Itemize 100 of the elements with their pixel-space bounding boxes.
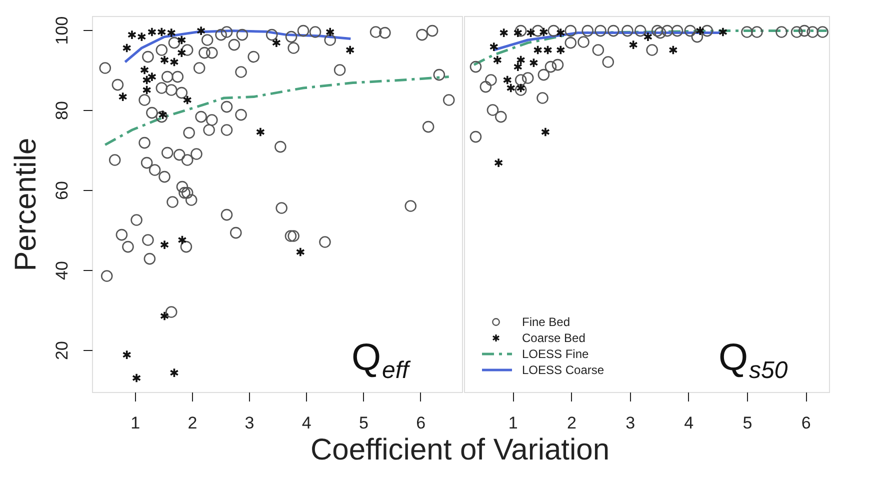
point bbox=[514, 24, 527, 37]
point bbox=[513, 28, 522, 38]
point bbox=[122, 350, 132, 360]
point bbox=[486, 104, 499, 116]
y-axis-title: Percentile bbox=[10, 138, 42, 272]
point bbox=[177, 34, 186, 46]
x-tick-label: 5 bbox=[358, 414, 368, 432]
point bbox=[552, 58, 564, 71]
point bbox=[651, 24, 664, 37]
point bbox=[628, 40, 638, 50]
point bbox=[564, 24, 577, 37]
point bbox=[485, 74, 497, 86]
point bbox=[529, 58, 538, 68]
point bbox=[514, 74, 527, 86]
point bbox=[602, 56, 614, 68]
point bbox=[326, 26, 335, 38]
point bbox=[470, 60, 482, 73]
point bbox=[536, 92, 548, 104]
point bbox=[158, 110, 168, 120]
point bbox=[142, 84, 152, 96]
point bbox=[499, 28, 508, 38]
y-tick-label: 80 bbox=[52, 101, 72, 120]
x-tick-label: 3 bbox=[626, 414, 636, 432]
point bbox=[592, 44, 604, 56]
y-tick-label: 40 bbox=[52, 261, 72, 280]
point bbox=[654, 26, 666, 39]
point bbox=[494, 158, 504, 168]
point bbox=[492, 54, 502, 66]
point bbox=[816, 26, 828, 38]
point bbox=[540, 126, 550, 138]
legend-label: LOESS Coarse bbox=[522, 363, 604, 377]
point bbox=[643, 32, 653, 42]
point bbox=[532, 24, 544, 37]
point bbox=[506, 82, 516, 94]
point bbox=[296, 246, 305, 258]
point bbox=[489, 42, 498, 52]
x-tick-label: 3 bbox=[244, 414, 254, 432]
point bbox=[718, 26, 728, 38]
point bbox=[564, 36, 577, 49]
x-tick-label: 5 bbox=[742, 414, 752, 432]
point bbox=[522, 72, 534, 84]
point bbox=[646, 44, 658, 56]
point bbox=[539, 26, 548, 38]
point bbox=[806, 26, 818, 38]
legend-label: Fine Bed bbox=[522, 315, 570, 329]
point bbox=[578, 36, 590, 48]
point bbox=[513, 62, 522, 72]
x-tick-label: 4 bbox=[684, 414, 694, 432]
point bbox=[526, 28, 536, 38]
point bbox=[272, 38, 281, 48]
point bbox=[147, 26, 156, 38]
point bbox=[701, 24, 714, 37]
point bbox=[160, 310, 170, 322]
point bbox=[495, 110, 507, 123]
x-tick-label: 1 bbox=[130, 414, 140, 432]
point bbox=[470, 130, 482, 143]
x-tick-label: 6 bbox=[801, 414, 811, 432]
point bbox=[582, 24, 594, 37]
point bbox=[622, 24, 634, 37]
point bbox=[751, 26, 763, 38]
point bbox=[514, 84, 527, 96]
point bbox=[538, 68, 550, 81]
point bbox=[691, 30, 704, 43]
point bbox=[118, 92, 128, 102]
point bbox=[668, 44, 678, 56]
point bbox=[502, 74, 512, 86]
point bbox=[516, 82, 526, 94]
point bbox=[671, 24, 684, 37]
point bbox=[178, 234, 187, 246]
point bbox=[160, 240, 170, 250]
point bbox=[533, 44, 542, 56]
point bbox=[196, 26, 206, 36]
point bbox=[634, 24, 646, 37]
point bbox=[170, 56, 179, 68]
x-tick-label: 1 bbox=[508, 414, 518, 432]
y-tick-label: 20 bbox=[52, 341, 72, 360]
point bbox=[544, 60, 557, 73]
x-tick-label: 2 bbox=[566, 414, 576, 432]
point bbox=[543, 44, 552, 56]
point bbox=[182, 94, 192, 106]
point bbox=[256, 126, 265, 138]
point bbox=[170, 368, 179, 378]
line-series bbox=[104, 76, 450, 146]
x-tick-label: 4 bbox=[302, 414, 312, 432]
x-axis-title: Coefficient of Variation bbox=[310, 434, 610, 466]
point bbox=[516, 54, 526, 66]
point bbox=[684, 24, 696, 37]
y-tick-label: 60 bbox=[52, 181, 72, 200]
point bbox=[137, 32, 146, 42]
point bbox=[166, 28, 176, 38]
x-tick-label: 6 bbox=[416, 414, 426, 432]
point bbox=[661, 24, 674, 37]
point bbox=[157, 26, 166, 38]
point bbox=[798, 24, 810, 37]
y-tick-label: 100 bbox=[52, 16, 72, 45]
point bbox=[127, 30, 137, 40]
point bbox=[790, 26, 803, 38]
point bbox=[594, 24, 606, 37]
legend-label: Coarse Bed bbox=[522, 331, 586, 345]
point bbox=[177, 48, 186, 58]
